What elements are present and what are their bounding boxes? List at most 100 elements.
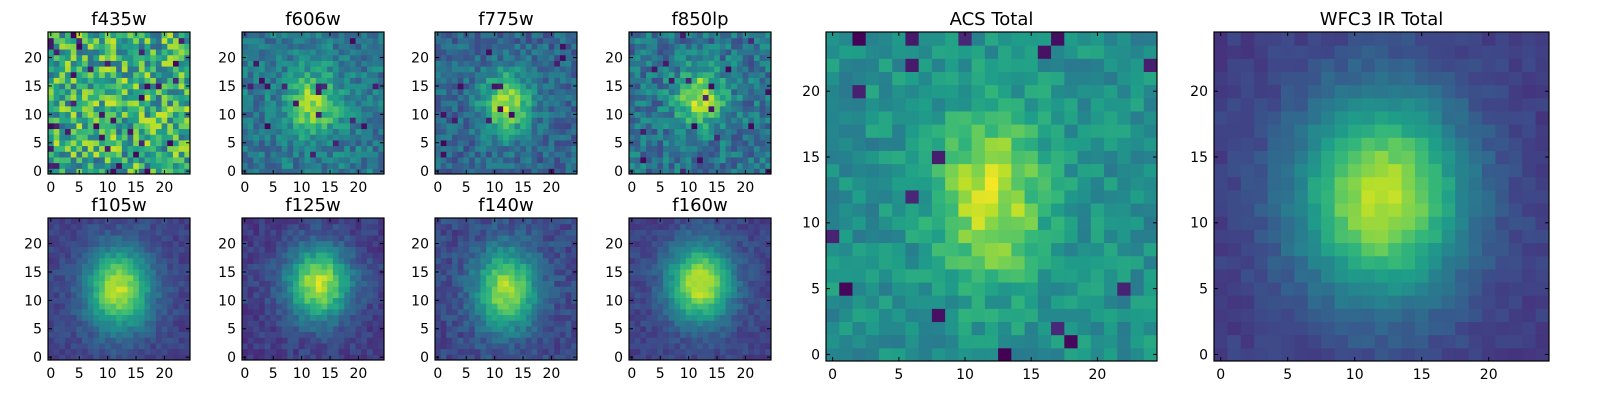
heatmap-cell bbox=[184, 246, 191, 253]
heatmap-cell bbox=[355, 54, 362, 61]
heatmap-cell bbox=[446, 246, 453, 253]
heatmap-cell bbox=[685, 43, 692, 50]
heatmap-cell bbox=[253, 286, 260, 293]
heatmap-cell bbox=[93, 66, 100, 73]
heatmap-cell bbox=[281, 257, 288, 264]
heatmap-cell bbox=[70, 43, 77, 50]
heatmap-cell bbox=[253, 100, 260, 107]
heatmap-cell bbox=[446, 325, 453, 333]
heatmap-cell bbox=[714, 94, 721, 101]
heatmap-cell bbox=[349, 134, 357, 141]
heatmap-cell bbox=[508, 331, 516, 338]
heatmap-cell bbox=[172, 314, 180, 321]
heatmap-cell bbox=[167, 337, 174, 344]
heatmap-cell bbox=[668, 66, 675, 73]
heatmap-cell bbox=[702, 111, 710, 118]
heatmap-cell bbox=[361, 43, 368, 50]
heatmap-cell bbox=[469, 297, 476, 304]
heatmap-cell bbox=[736, 348, 744, 355]
heatmap-cell bbox=[508, 54, 516, 61]
heatmap-cell bbox=[366, 32, 374, 39]
heatmap-cell bbox=[155, 263, 163, 270]
heatmap-cell bbox=[361, 235, 368, 242]
heatmap-cell bbox=[748, 94, 755, 101]
heatmap-cell bbox=[537, 145, 544, 152]
heatmap-cell bbox=[349, 168, 357, 175]
heatmap-cell bbox=[338, 303, 345, 310]
heatmap-cell bbox=[646, 111, 653, 118]
heatmap-cell bbox=[657, 111, 664, 118]
heatmap-cell bbox=[634, 134, 641, 141]
heatmap-cell bbox=[531, 162, 538, 169]
heatmap-cell bbox=[508, 100, 516, 107]
heatmap-cell bbox=[571, 218, 578, 225]
heatmap-cell bbox=[70, 223, 77, 230]
heatmap-cell bbox=[127, 246, 134, 253]
heatmap-cell bbox=[293, 43, 300, 50]
heatmap-cell bbox=[161, 240, 168, 247]
heatmap-cell bbox=[242, 151, 249, 158]
heatmap-cell bbox=[742, 60, 749, 67]
heatmap-cell bbox=[133, 128, 140, 135]
heatmap-cell bbox=[315, 77, 323, 84]
heatmap-cell bbox=[59, 320, 66, 327]
heatmap-cell bbox=[48, 274, 55, 281]
heatmap-cell bbox=[366, 303, 374, 310]
heatmap-cell bbox=[127, 320, 134, 327]
heatmap-cell bbox=[537, 303, 544, 310]
heatmap-cell bbox=[663, 280, 670, 287]
heatmap-cell bbox=[372, 71, 379, 78]
heatmap-cell bbox=[70, 105, 77, 113]
heatmap-cell bbox=[138, 94, 146, 101]
heatmap-cell bbox=[663, 151, 670, 158]
heatmap-cell bbox=[65, 320, 72, 327]
heatmap-cell bbox=[674, 274, 681, 281]
heatmap-cell bbox=[657, 71, 664, 78]
heatmap-cell bbox=[559, 156, 567, 164]
heatmap-cell bbox=[554, 168, 561, 175]
heatmap-cell bbox=[480, 354, 487, 361]
heatmap-cell bbox=[93, 320, 100, 327]
heatmap-cell bbox=[127, 314, 134, 321]
heatmap-cell bbox=[457, 263, 464, 270]
heatmap-cell bbox=[457, 105, 464, 113]
heatmap-cell bbox=[537, 83, 544, 90]
heatmap-cell bbox=[486, 32, 493, 39]
heatmap-cell bbox=[327, 94, 334, 101]
heatmap-cell bbox=[247, 274, 254, 281]
heatmap-cell bbox=[93, 60, 100, 67]
heatmap-cell bbox=[474, 320, 481, 327]
heatmap-cell bbox=[287, 77, 294, 84]
heatmap-cell bbox=[281, 223, 288, 230]
heatmap-cell bbox=[651, 111, 658, 118]
heatmap-cell bbox=[651, 122, 658, 130]
heatmap-cell bbox=[167, 94, 174, 101]
heatmap-cell bbox=[725, 111, 732, 118]
heatmap-cell bbox=[293, 229, 300, 236]
heatmap-cell bbox=[264, 43, 271, 50]
heatmap-cell bbox=[559, 32, 567, 39]
heatmap-cell bbox=[70, 111, 77, 118]
heatmap-cell bbox=[276, 229, 283, 236]
heatmap-cell bbox=[571, 151, 578, 158]
heatmap-cells bbox=[435, 218, 578, 361]
heatmap-cell bbox=[463, 94, 470, 101]
heatmap-cell bbox=[457, 66, 464, 73]
heatmap-cell bbox=[542, 235, 550, 242]
heatmap-cell bbox=[82, 168, 89, 175]
heatmap-cell bbox=[480, 246, 487, 253]
heatmap-cell bbox=[542, 348, 550, 355]
heatmap-cell bbox=[172, 348, 180, 355]
heatmap-cell bbox=[525, 269, 533, 276]
heatmap-cell bbox=[110, 60, 117, 67]
heatmap-cell bbox=[708, 314, 715, 321]
heatmap-cell bbox=[565, 71, 572, 78]
heatmap-cell bbox=[150, 88, 157, 95]
heatmap-cell bbox=[765, 308, 772, 316]
heatmap-cell bbox=[702, 354, 710, 361]
heatmap-cell bbox=[321, 32, 328, 39]
heatmap-cell bbox=[668, 308, 675, 316]
heatmap-cell bbox=[640, 348, 647, 355]
heatmap-cell bbox=[53, 263, 60, 270]
heatmap-cell bbox=[276, 60, 283, 67]
